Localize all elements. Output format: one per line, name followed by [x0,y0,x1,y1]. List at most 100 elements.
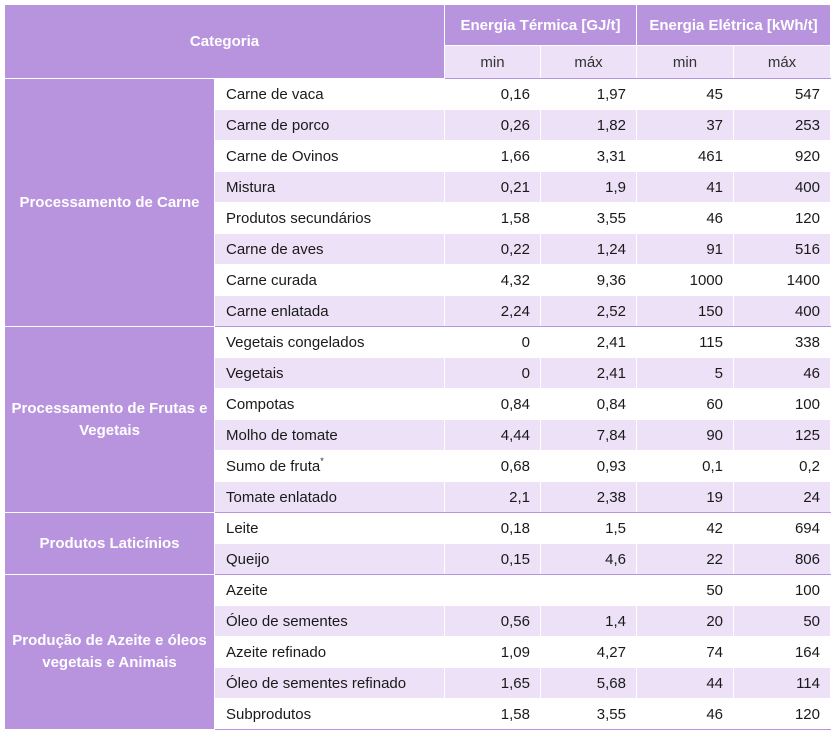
value-t-min: 4,44 [444,419,541,451]
value-e-min: 1000 [636,264,734,296]
item-label: Mistura [214,171,445,203]
item-label-text: Carne de Ovinos [226,147,339,165]
item-label: Carne de Ovinos [214,140,445,172]
item-label-text: Vegetais congelados [226,333,365,351]
item-label-text: Carne de aves [226,240,324,258]
item-label-text: Tomate enlatado [226,488,337,506]
table-row: Carne curada 4,32 9,36 1000 1400 [5,264,831,296]
table-row: Carne de Ovinos 1,66 3,31 461 920 [5,140,831,172]
value-e-max: 547 [733,78,831,110]
item-label: Vegetais [214,357,445,389]
value-e-min: 60 [636,388,734,420]
item-label-text: Compotas [226,395,295,413]
table-row: Mistura 0,21 1,9 41 400 [5,171,831,203]
item-label-text: Molho de tomate [226,426,338,444]
value-t-min: 0,56 [444,605,541,637]
subheader-termica-max: máx [540,45,637,79]
subheader-row: min máx min máx [5,45,831,79]
value-t-max: 1,97 [540,78,637,110]
value-t-max: 1,9 [540,171,637,203]
item-label-text: Carne de porco [226,116,330,134]
item-label-text: Carne curada [226,271,317,289]
table-row: Vegetais 0 2,41 5 46 [5,357,831,389]
value-t-max: 9,36 [540,264,637,296]
value-t-min: 0,84 [444,388,541,420]
table-body: Processamento de Carne Carne de vaca 0,16 1… [4,78,831,730]
value-e-min: 74 [636,636,734,668]
item-label: Carne enlatada [214,295,445,327]
table-row: Óleo de sementes 0,56 1,4 20 50 [5,605,831,637]
value-e-max: 164 [733,636,831,668]
header-row: Categoria Energia Térmica [GJ/t] Energia… [4,3,831,79]
item-label: Leite [214,512,445,544]
value-e-max: 920 [733,140,831,172]
table-row: Compotas 0,84 0,84 60 100 [5,388,831,420]
item-label: Azeite [214,574,445,606]
item-label-text: Óleo de sementes refinado [226,674,407,692]
item-label: Carne de vaca [214,78,445,110]
item-label: Carne curada [214,264,445,296]
item-label: Sumo de fruta* [214,450,445,482]
header-categoria: Categoria [4,4,445,79]
item-label-text: Produtos secundários [226,209,372,227]
value-t-min: 1,66 [444,140,541,172]
value-t-min: 0 [444,326,541,358]
item-label: Carne de aves [214,233,445,265]
value-t-min: 0,21 [444,171,541,203]
value-t-max: 2,41 [540,357,637,389]
header-energia-termica: Energia Térmica [GJ/t] [444,3,637,47]
table-row: Carne de aves 0,22 1,24 91 516 [5,233,831,265]
table-row: Queijo 0,15 4,6 22 806 [5,543,831,575]
value-t-max: 3,55 [540,698,637,730]
value-e-max: 400 [733,295,831,327]
value-e-max: 125 [733,419,831,451]
table-row: Produção de Azeite e óleos vegetais e An… [4,574,831,730]
value-e-min: 42 [636,512,734,544]
item-label-text: Carne enlatada [226,302,329,320]
value-e-min: 115 [636,326,734,358]
value-t-max: 0,84 [540,388,637,420]
value-e-max: 806 [733,543,831,575]
value-t-max: 0,93 [540,450,637,482]
value-t-max [540,574,637,606]
item-label: Tomate enlatado [214,481,445,513]
item-label-text: Carne de vaca [226,85,324,103]
value-e-max: 0,2 [733,450,831,482]
value-t-min: 0,22 [444,233,541,265]
value-t-min: 2,24 [444,295,541,327]
value-t-min [444,574,541,606]
value-e-max: 24 [733,481,831,513]
table-row: Azeite refinado 1,09 4,27 74 164 [5,636,831,668]
item-label: Azeite refinado [214,636,445,668]
value-t-min: 0,26 [444,109,541,141]
value-e-min: 461 [636,140,734,172]
value-t-max: 2,52 [540,295,637,327]
value-e-max: 120 [733,202,831,234]
group-label: Produção de Azeite e óleos vegetais e An… [4,574,215,730]
value-e-min: 90 [636,419,734,451]
value-e-min: 22 [636,543,734,575]
table-row: Óleo de sementes refinado 1,65 5,68 44 114 [5,667,831,699]
item-label: Carne de porco [214,109,445,141]
value-e-min: 45 [636,78,734,110]
value-t-min: 1,58 [444,202,541,234]
value-t-max: 1,4 [540,605,637,637]
item-label: Óleo de sementes [214,605,445,637]
header-energia-eletrica: Energia Elétrica [kWh/t] [636,3,831,47]
item-label: Molho de tomate [214,419,445,451]
item-label-text: Queijo [226,550,270,568]
value-t-min: 0,16 [444,78,541,110]
group-label: Produtos Laticínios [4,512,215,575]
table-row: Molho de tomate 4,44 7,84 90 125 [5,419,831,451]
item-label: Compotas [214,388,445,420]
value-t-max: 3,31 [540,140,637,172]
table-row: Subprodutos 1,58 3,55 46 120 [5,698,831,730]
value-t-max: 7,84 [540,419,637,451]
item-label-text: Mistura [226,178,276,196]
value-t-min: 0,15 [444,543,541,575]
value-e-max: 400 [733,171,831,203]
item-label-text: Azeite refinado [226,643,327,661]
table-row: Processamento de Carne Carne de vaca 0,16 1… [4,78,831,327]
value-t-max: 3,55 [540,202,637,234]
value-t-max: 4,6 [540,543,637,575]
